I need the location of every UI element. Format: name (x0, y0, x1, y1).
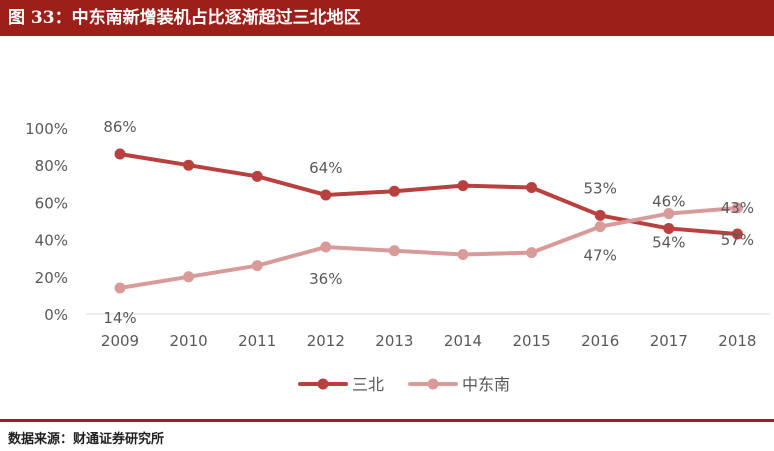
data-label: 46% (652, 192, 685, 210)
x-tick-label: 2010 (170, 332, 208, 350)
legend-marker-1 (427, 378, 439, 390)
source-note: 数据来源：财通证券研究所 (8, 432, 165, 447)
data-point-0 (388, 185, 400, 197)
bottom-divider (0, 419, 774, 422)
y-tick-label: 80% (35, 157, 68, 175)
data-point-0 (183, 159, 195, 171)
series-line-0 (118, 152, 740, 237)
legend-label-1: 中东南 (462, 375, 510, 394)
data-point-1 (320, 241, 332, 253)
x-tick-label: 2012 (307, 332, 345, 350)
data-point-1 (388, 245, 400, 257)
data-point-0 (320, 189, 332, 201)
x-tick-label: 2017 (650, 332, 688, 350)
data-point-1 (594, 221, 606, 233)
chart-svg: 0% 20% 40% 60% 80% 100% 2009 2010 2011 2012 2013 20… (25, 118, 770, 394)
data-point-1 (526, 247, 538, 259)
x-tick-label: 2013 (375, 332, 413, 350)
data-point-1 (114, 282, 126, 294)
data-label: 43% (721, 199, 754, 217)
data-label: 14% (103, 309, 136, 327)
x-tick-label: 2015 (513, 332, 551, 350)
data-point-0 (663, 222, 675, 234)
data-label: 57% (721, 231, 754, 249)
data-point-1 (731, 202, 743, 214)
x-tick-label: 2018 (718, 332, 756, 350)
data-point-1 (251, 260, 263, 272)
data-point-1 (663, 208, 675, 220)
data-point-0 (526, 182, 538, 194)
line-chart: 0% 20% 40% 60% 80% 100% 2009 2010 2011 2012 2013 20… (0, 36, 774, 418)
data-point-0 (251, 170, 263, 182)
data-point-0 (457, 180, 469, 192)
y-tick-label: 0% (44, 306, 68, 324)
data-point-1 (457, 248, 469, 260)
x-tick-label: 2016 (581, 332, 619, 350)
y-tick-label: 40% (35, 232, 68, 250)
y-tick-label: 60% (35, 194, 68, 212)
data-label: 36% (309, 270, 342, 288)
data-label: 53% (584, 179, 617, 197)
data-label: 47% (584, 247, 617, 265)
data-point-0 (731, 228, 743, 240)
data-label: 86% (103, 118, 136, 136)
series-line-1 (118, 205, 740, 290)
x-tick-label: 2009 (101, 332, 139, 350)
data-label: 54% (652, 234, 685, 252)
data-point-0 (594, 209, 606, 221)
figure-title: 图 33：中东南新增装机占比逐渐超过三北地区 (0, 0, 774, 36)
legend-marker-0 (317, 378, 329, 390)
legend-label-0: 三北 (352, 375, 384, 394)
data-label: 64% (309, 159, 342, 177)
y-tick-label: 20% (35, 269, 68, 287)
x-tick-label: 2014 (444, 332, 482, 350)
data-point-0 (114, 148, 126, 160)
x-tick-label: 2011 (238, 332, 276, 350)
data-point-1 (183, 271, 195, 283)
y-tick-label: 100% (25, 120, 68, 138)
